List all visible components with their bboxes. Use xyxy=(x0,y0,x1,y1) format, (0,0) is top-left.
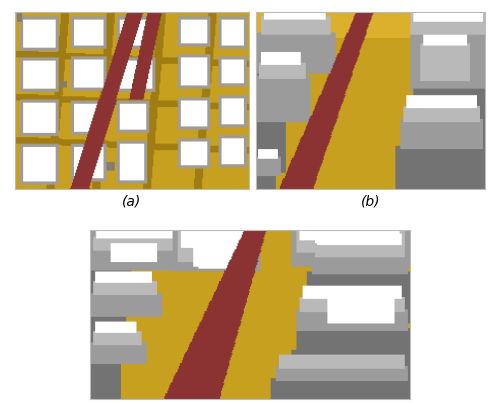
X-axis label: (b): (b) xyxy=(361,195,380,209)
X-axis label: (a): (a) xyxy=(122,195,142,209)
